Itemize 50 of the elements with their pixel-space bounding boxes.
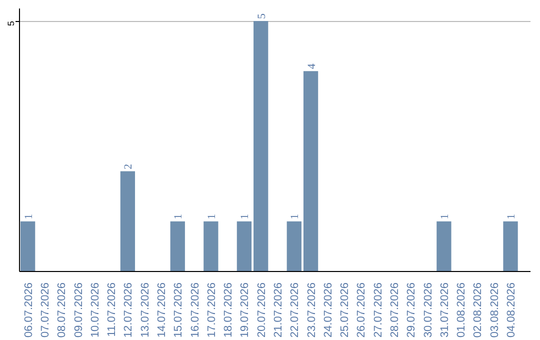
bar [503, 221, 518, 272]
x-tick-label: 03.08.2026 [488, 282, 501, 338]
x-tick-label: 02.08.2026 [472, 282, 484, 338]
bar [120, 171, 136, 272]
x-tick-label: 09.07.2026 [72, 282, 85, 338]
x-tick-label: 22.07.2026 [289, 282, 302, 338]
x-tick-label: 07.07.2026 [39, 282, 52, 338]
x-tick-label: 10.07.2026 [89, 282, 102, 338]
bar [20, 221, 36, 272]
x-tick-label: 26.07.2026 [356, 282, 368, 338]
x-tick-label: 20.07.2026 [256, 282, 268, 338]
bar [303, 71, 318, 272]
x-tick-label: 17.07.2026 [206, 282, 218, 338]
x-tick-label: 23.07.2026 [306, 282, 318, 338]
bar [254, 21, 268, 272]
x-tick-label: 25.07.2026 [339, 282, 352, 338]
data-label: 1 [239, 214, 252, 220]
x-tick-label: 27.07.2026 [372, 282, 384, 338]
bar [170, 221, 185, 272]
data-label: 1 [438, 214, 451, 220]
data-label: 1 [506, 214, 518, 220]
data-label: 2 [122, 164, 135, 170]
data-label: 1 [206, 214, 218, 220]
x-tick-label: 12.07.2026 [122, 282, 135, 338]
data-label: 1 [22, 214, 35, 220]
x-tick-label: 29.07.2026 [406, 282, 418, 338]
x-tick-label: 24.07.2026 [322, 282, 334, 338]
x-tick-label: 14.07.2026 [156, 282, 168, 338]
x-tick-label: 08.07.2026 [56, 282, 68, 338]
bar [236, 221, 252, 272]
x-tick-label: 13.07.2026 [139, 282, 152, 338]
x-tick-label: 31.07.2026 [438, 282, 451, 338]
data-label: 5 [256, 13, 268, 20]
x-tick-label: 04.08.2026 [506, 282, 518, 338]
data-label: 4 [306, 63, 318, 70]
x-tick-label: 11.07.2026 [106, 282, 118, 337]
x-tick-label: 21.07.2026 [272, 282, 284, 338]
x-tick-label: 06.07.2026 [22, 282, 35, 338]
bar [436, 221, 452, 272]
bar [286, 221, 302, 272]
x-tick-label: 01.08.2026 [456, 282, 468, 338]
x-tick-label: 19.07.2026 [239, 282, 252, 338]
x-tick-label: 28.07.2026 [389, 282, 402, 338]
data-label: 1 [172, 214, 185, 220]
x-tick-label: 16.07.2026 [189, 282, 202, 338]
x-tick-label: 18.07.2026 [222, 282, 235, 338]
x-tick-label: 30.07.2026 [422, 282, 434, 338]
x-tick-label: 15.07.2026 [172, 282, 185, 338]
bar [204, 221, 218, 272]
data-label: 1 [289, 214, 302, 220]
